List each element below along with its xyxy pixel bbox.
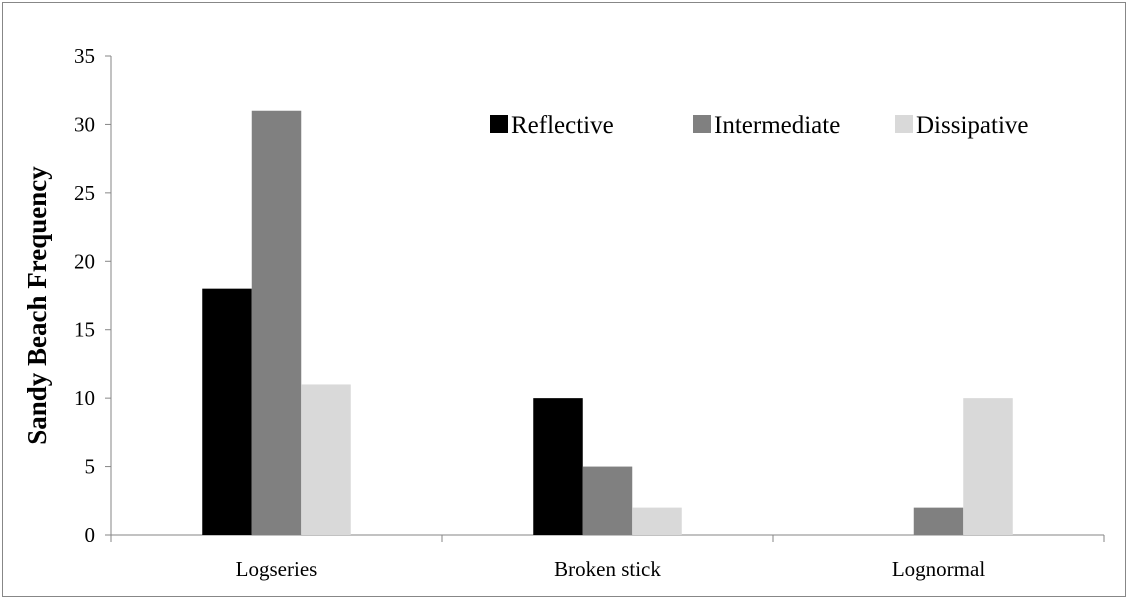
- bar-reflective: [202, 288, 252, 535]
- bar-dissipative: [301, 384, 351, 535]
- bar-dissipative: [632, 507, 682, 535]
- x-tick-label: Broken stick: [554, 557, 661, 581]
- legend-label-intermediate: Intermediate: [714, 112, 840, 139]
- x-tick-label: Lognormal: [892, 557, 985, 581]
- legend-swatch-dissipative: [895, 115, 913, 133]
- bar-reflective: [533, 398, 583, 535]
- legend-swatch-reflective: [490, 115, 508, 133]
- bar-intermediate: [251, 110, 302, 535]
- legend-label-reflective: Reflective: [511, 112, 614, 139]
- bars: [202, 110, 1013, 535]
- y-tick-label: 10: [74, 386, 95, 410]
- x-tick-label: Logseries: [236, 557, 318, 581]
- y-tick-label: 15: [74, 318, 95, 342]
- y-tick-label: 5: [85, 455, 96, 479]
- legend-swatch-intermediate: [693, 115, 711, 133]
- legend: Reflective Intermediate Dissipative: [490, 112, 1029, 139]
- bar-intermediate: [582, 466, 633, 535]
- y-tick-labels: 0 5 10 15 20 25 30 35: [74, 44, 95, 547]
- legend-label-dissipative: Dissipative: [916, 112, 1029, 139]
- y-tick-label: 25: [74, 181, 95, 205]
- bar-dissipative: [963, 398, 1013, 535]
- x-tick-labels: Logseries Broken stick Lognormal: [236, 557, 986, 581]
- y-tick-label: 35: [74, 44, 95, 68]
- y-tick-label: 30: [74, 112, 95, 136]
- y-tick-label: 20: [74, 249, 95, 273]
- y-tick-label: 0: [85, 523, 96, 547]
- bar-intermediate: [913, 507, 964, 535]
- y-axis-title: Sandy Beach Frequency: [22, 166, 52, 445]
